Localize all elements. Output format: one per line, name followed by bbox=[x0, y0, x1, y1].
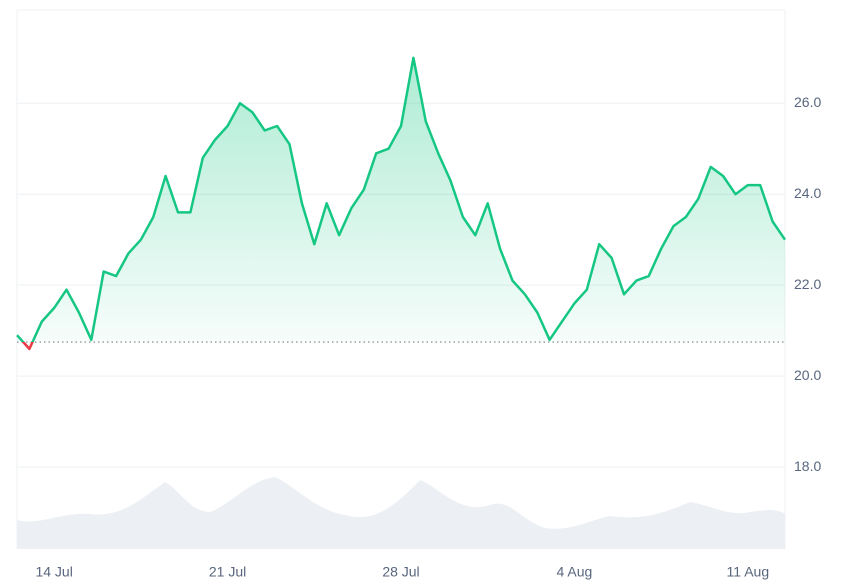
price-line bbox=[16, 56, 787, 343]
x-tick-label: 21 Jul bbox=[209, 564, 246, 580]
volume-area bbox=[17, 477, 785, 549]
x-tick-label: 28 Jul bbox=[382, 564, 419, 580]
y-tick-label: 18.0 bbox=[794, 458, 821, 474]
area-fill bbox=[17, 57, 785, 343]
x-tick-label: 11 Aug bbox=[727, 564, 770, 580]
x-tick-label: 14 Jul bbox=[35, 564, 72, 580]
y-tick-label: 22.0 bbox=[794, 276, 821, 292]
plot-area bbox=[16, 56, 787, 468]
y-tick-label: 26.0 bbox=[794, 94, 821, 110]
y-tick-label: 20.0 bbox=[794, 367, 821, 383]
x-tick-label: 4 Aug bbox=[557, 564, 593, 580]
y-tick-label: 24.0 bbox=[794, 185, 821, 201]
